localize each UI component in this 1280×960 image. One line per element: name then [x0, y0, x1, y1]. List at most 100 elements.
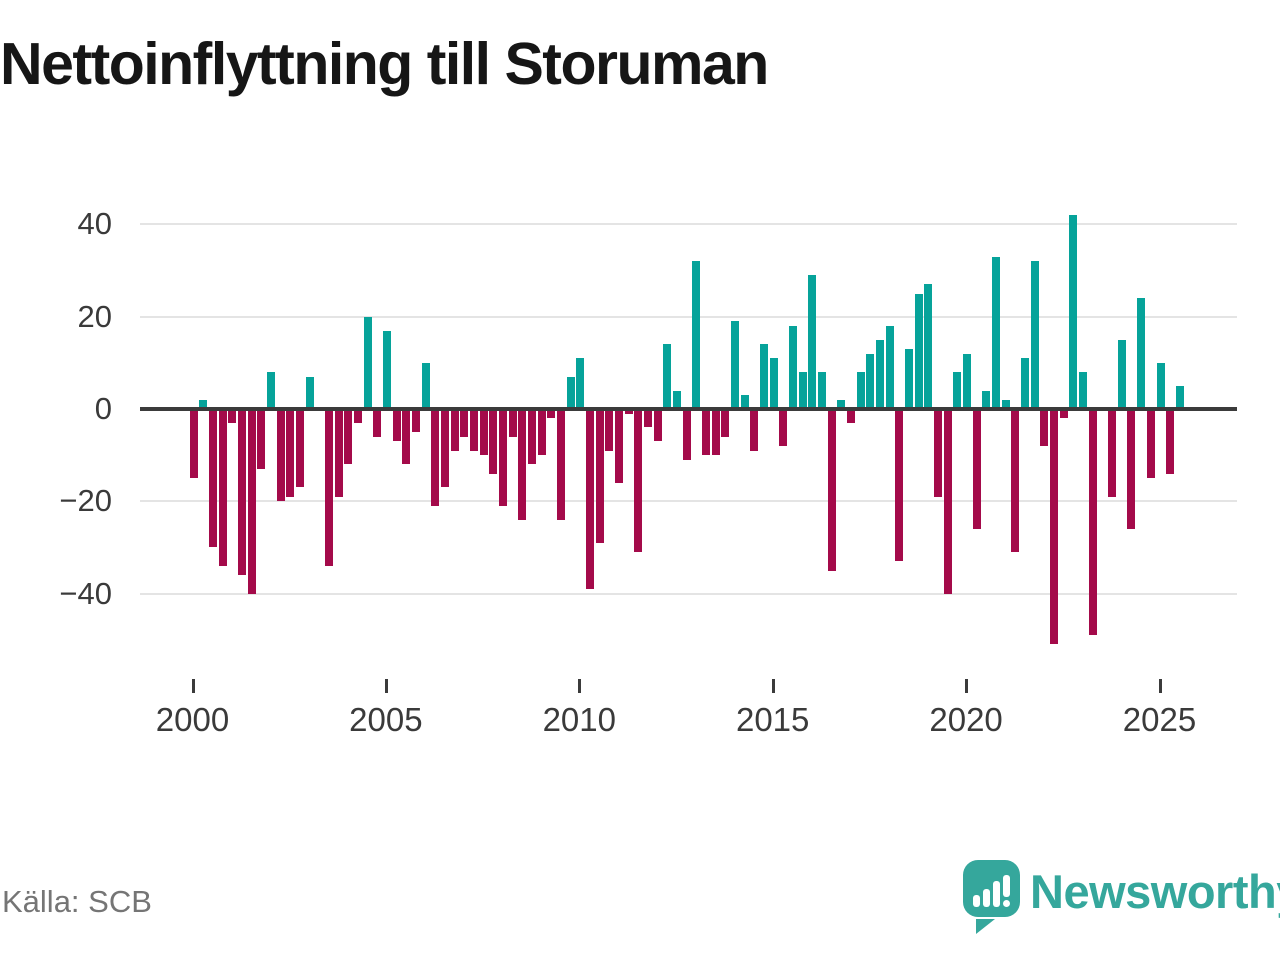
bar-positive: [266, 372, 275, 409]
bar-negative: [595, 409, 604, 543]
bar-negative: [247, 409, 256, 594]
bar-negative: [653, 409, 662, 442]
gridline: [140, 592, 1237, 595]
bar-negative: [450, 409, 459, 451]
bar-negative: [237, 409, 246, 576]
gridline: [140, 500, 1237, 503]
bar-negative: [1040, 409, 1049, 446]
bar-positive: [731, 321, 740, 409]
bar-negative: [392, 409, 401, 442]
bar-negative: [1108, 409, 1117, 497]
x-axis-label: 2025: [1122, 701, 1197, 738]
logo-bar-chart-icon: [973, 870, 1011, 907]
bar-positive: [1079, 372, 1088, 409]
x-axis-line: [140, 407, 1237, 411]
bar-negative: [431, 409, 440, 506]
bar-negative: [440, 409, 449, 488]
bar-positive: [953, 372, 962, 409]
bar-positive: [692, 261, 701, 409]
bar-positive: [421, 362, 430, 409]
bar-positive: [798, 372, 807, 409]
y-axis-label: −20: [59, 483, 112, 519]
chart-title: Nettoinflyttning till Storuman: [0, 31, 769, 97]
bar-negative: [643, 409, 652, 428]
bar-negative: [934, 409, 943, 497]
bar-positive: [199, 399, 208, 409]
x-axis-tick: [191, 679, 195, 693]
bar-negative: [498, 409, 507, 506]
bar-negative: [1059, 409, 1068, 419]
bar-negative: [779, 409, 788, 446]
bar-positive: [924, 284, 933, 409]
bar-positive: [382, 330, 391, 409]
bar-negative: [827, 409, 836, 571]
bar-negative: [344, 409, 353, 465]
bar-negative: [189, 409, 198, 479]
bar-positive: [1021, 358, 1030, 409]
newsworthy-logo: Newsworthy: [960, 856, 1280, 936]
bar-positive: [818, 372, 827, 409]
bar-negative: [1166, 409, 1175, 474]
bar-negative: [537, 409, 546, 456]
bar-negative: [1088, 409, 1097, 636]
logo-exclamation-icon: [1003, 870, 1010, 907]
bar-positive: [992, 256, 1001, 409]
bar-positive: [566, 376, 575, 409]
bar-negative: [1146, 409, 1155, 479]
bar-negative: [324, 409, 333, 566]
bar-positive: [837, 399, 846, 409]
bar-negative: [518, 409, 527, 520]
bar-negative: [489, 409, 498, 474]
gridline: [140, 223, 1237, 226]
bar-negative: [508, 409, 517, 437]
bar-positive: [576, 358, 585, 409]
logo-speech-bubble-icon: [963, 860, 1020, 934]
bar-negative: [972, 409, 981, 529]
bar-positive: [363, 316, 372, 409]
bar-positive: [963, 353, 972, 409]
bar-positive: [673, 390, 681, 409]
bar-negative: [614, 409, 623, 483]
bar-negative: [460, 409, 469, 437]
x-axis-tick: [965, 679, 969, 693]
y-axis-label: 40: [77, 206, 112, 242]
bar-negative: [682, 409, 691, 460]
x-axis-tick: [771, 679, 775, 693]
bar-negative: [334, 409, 343, 497]
y-axis-label: 20: [77, 298, 112, 334]
bar-negative: [402, 409, 411, 465]
bar-positive: [914, 293, 923, 409]
bar-positive: [1156, 362, 1165, 409]
bar-negative: [1050, 409, 1059, 645]
logo-bar-medium: [983, 889, 990, 907]
bar-negative: [556, 409, 565, 520]
bar-negative: [634, 409, 643, 553]
bar-negative: [1011, 409, 1020, 553]
x-axis-label: 2010: [542, 701, 616, 738]
bar-positive: [876, 339, 885, 409]
x-axis-label: 2015: [735, 701, 810, 738]
bar-negative: [527, 409, 536, 465]
bar-negative: [286, 409, 295, 497]
brand-wordmark: Newsworthy: [1030, 865, 1280, 918]
bar-positive: [760, 344, 769, 409]
bar-negative: [469, 409, 478, 451]
bar-positive: [1030, 261, 1039, 409]
bar-positive: [1001, 399, 1010, 409]
bar-positive: [1137, 298, 1146, 409]
bar-positive: [856, 372, 865, 409]
bar-positive: [1069, 215, 1078, 409]
y-axis-label: 0: [94, 391, 112, 426]
logo-bar-small: [973, 895, 980, 907]
bar-negative: [750, 409, 759, 451]
y-axis-label: −40: [59, 575, 112, 611]
bar-negative: [547, 409, 556, 419]
gridline: [140, 315, 1237, 318]
bar-negative: [585, 409, 594, 589]
bar-negative: [895, 409, 904, 562]
bar-positive: [663, 344, 672, 409]
x-axis-label: 2005: [349, 701, 423, 738]
x-axis-label: 2000: [155, 701, 230, 738]
bar-positive: [789, 325, 798, 409]
